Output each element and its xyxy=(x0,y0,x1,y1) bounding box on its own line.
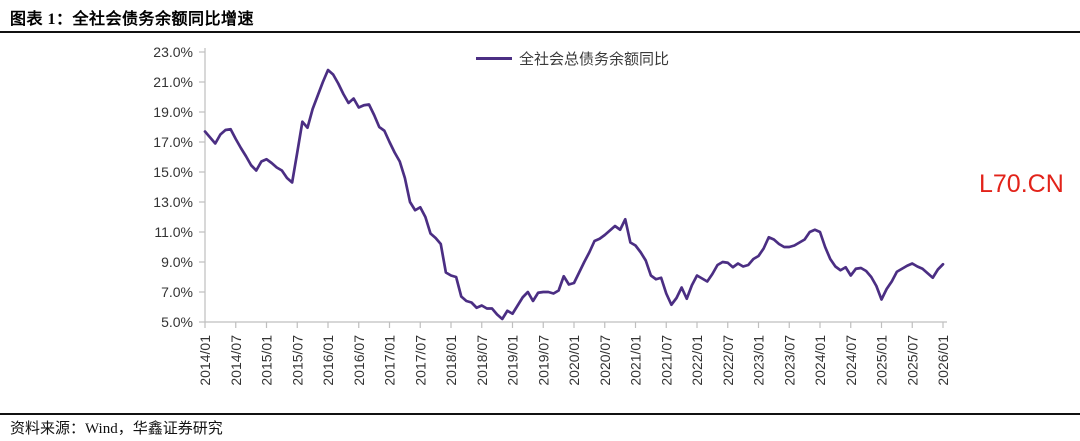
y-axis-label: 23.0% xyxy=(153,44,193,60)
figure-title: 图表 1：全社会债务余额同比增速 xyxy=(10,11,255,28)
y-axis-label: 15.0% xyxy=(153,164,193,180)
source-note: 资料来源：Wind，华鑫证券研究 xyxy=(10,421,223,437)
x-axis-label: 2018/01 xyxy=(443,335,459,386)
x-axis-label: 2020/07 xyxy=(597,335,613,386)
legend-line-swatch xyxy=(476,56,512,60)
x-axis-label: 2023/01 xyxy=(751,335,767,386)
x-axis-label: 2020/01 xyxy=(566,335,582,386)
x-tick-labels: 2014/01 2014/07 2015/01 2015/07 2016/01 2016/… xyxy=(197,335,951,386)
watermark-text: L70.CN xyxy=(979,170,1064,198)
x-axis-label: 2014/07 xyxy=(228,335,244,386)
x-axis-label: 2026/01 xyxy=(935,335,951,386)
y-axis-label: 17.0% xyxy=(153,134,193,150)
y-axis-label: 11.0% xyxy=(154,224,193,240)
x-axis-label: 2016/01 xyxy=(320,335,336,386)
x-axis-label: 2021/01 xyxy=(628,335,644,386)
x-ticks xyxy=(204,322,944,328)
x-axis-label: 2017/07 xyxy=(412,335,428,386)
y-axis-label: 7.0% xyxy=(161,284,193,300)
y-axis-label: 21.0% xyxy=(153,74,193,90)
x-axis-label: 2017/01 xyxy=(382,335,398,386)
x-axis-label: 2019/07 xyxy=(535,335,551,386)
bottom-rule xyxy=(0,413,1080,415)
x-axis-label: 2014/01 xyxy=(197,335,213,386)
x-axis-label: 2015/01 xyxy=(259,335,275,386)
x-axis-label: 2024/01 xyxy=(812,335,828,386)
x-axis-label: 2018/07 xyxy=(474,335,490,386)
top-rule xyxy=(0,31,1080,33)
axes xyxy=(204,48,947,323)
y-ticks xyxy=(199,51,205,323)
series-line xyxy=(203,68,945,321)
chart-legend: 全社会总债务余额同比 xyxy=(476,49,670,68)
y-axis-label: 9.0% xyxy=(161,254,193,270)
x-axis-label: 2023/07 xyxy=(781,335,797,386)
x-axis-label: 2025/01 xyxy=(874,335,890,386)
x-axis-label: 2021/07 xyxy=(658,335,674,386)
x-axis-label: 2015/07 xyxy=(289,335,305,386)
x-axis-label: 2022/01 xyxy=(689,335,705,386)
x-axis-label: 2024/07 xyxy=(843,335,859,386)
y-axis-label: 5.0% xyxy=(161,314,193,330)
x-axis-label: 2019/01 xyxy=(505,335,521,386)
y-tick-labels: 5.0% 7.0% 9.0% 11.0% 13.0% 15.0% 17.0% 19.0% 21.… xyxy=(153,44,193,330)
x-axis-label: 2025/07 xyxy=(904,335,920,386)
y-axis-label: 13.0% xyxy=(153,194,193,210)
x-axis-label: 2022/07 xyxy=(720,335,736,386)
y-axis-label: 19.0% xyxy=(153,104,193,120)
legend-label: 全社会总债务余额同比 xyxy=(519,50,670,68)
x-axis-label: 2016/07 xyxy=(351,335,367,386)
